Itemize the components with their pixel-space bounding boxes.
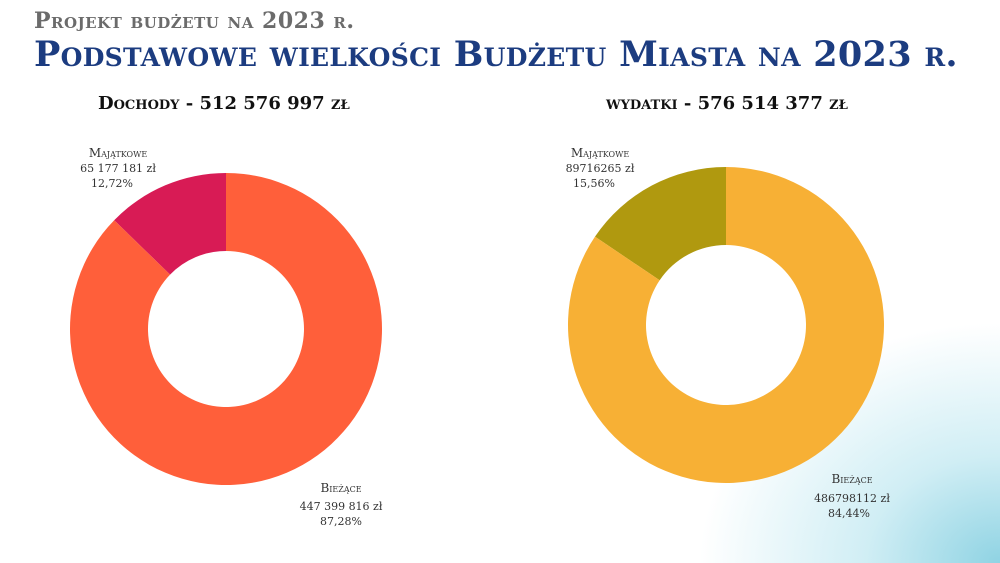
slice-label-majatkowe: Majątkowe [89,146,147,160]
chart-title-dochody: Dochody - 512 576 997 zł [98,93,350,114]
slice-majatkowe [594,167,726,281]
slice-biezace [567,167,884,484]
slice-amount-majatkowe: 65 177 181 zł [80,162,156,175]
slice-amount-biezace: 447 399 816 zł [300,500,383,513]
slice-label-biezace: Bieżące [320,481,361,495]
slice-majatkowe [114,173,226,275]
slice-percent-majatkowe: 15,56% [573,177,615,190]
page-subtitle: Projekt budżetu na 2023 r. [34,8,355,34]
slice-amount-biezace: 486798112 zł [814,492,890,505]
slice-percent-biezace: 84,44% [828,507,870,520]
slice-amount-majatkowe: 89716265 zł [566,162,635,175]
slice-percent-biezace: 87,28% [320,515,362,528]
slice-percent-majatkowe: 12,72% [91,177,133,190]
chart-title-wydatki: wydatki - 576 514 377 zł [606,93,848,114]
page-title: Podstawowe wielkości Budżetu Miasta na 2… [34,34,958,75]
slice-biezace [69,173,382,485]
slice-label-biezace: Bieżące [831,472,872,486]
slice-label-majatkowe: Majątkowe [571,146,629,160]
